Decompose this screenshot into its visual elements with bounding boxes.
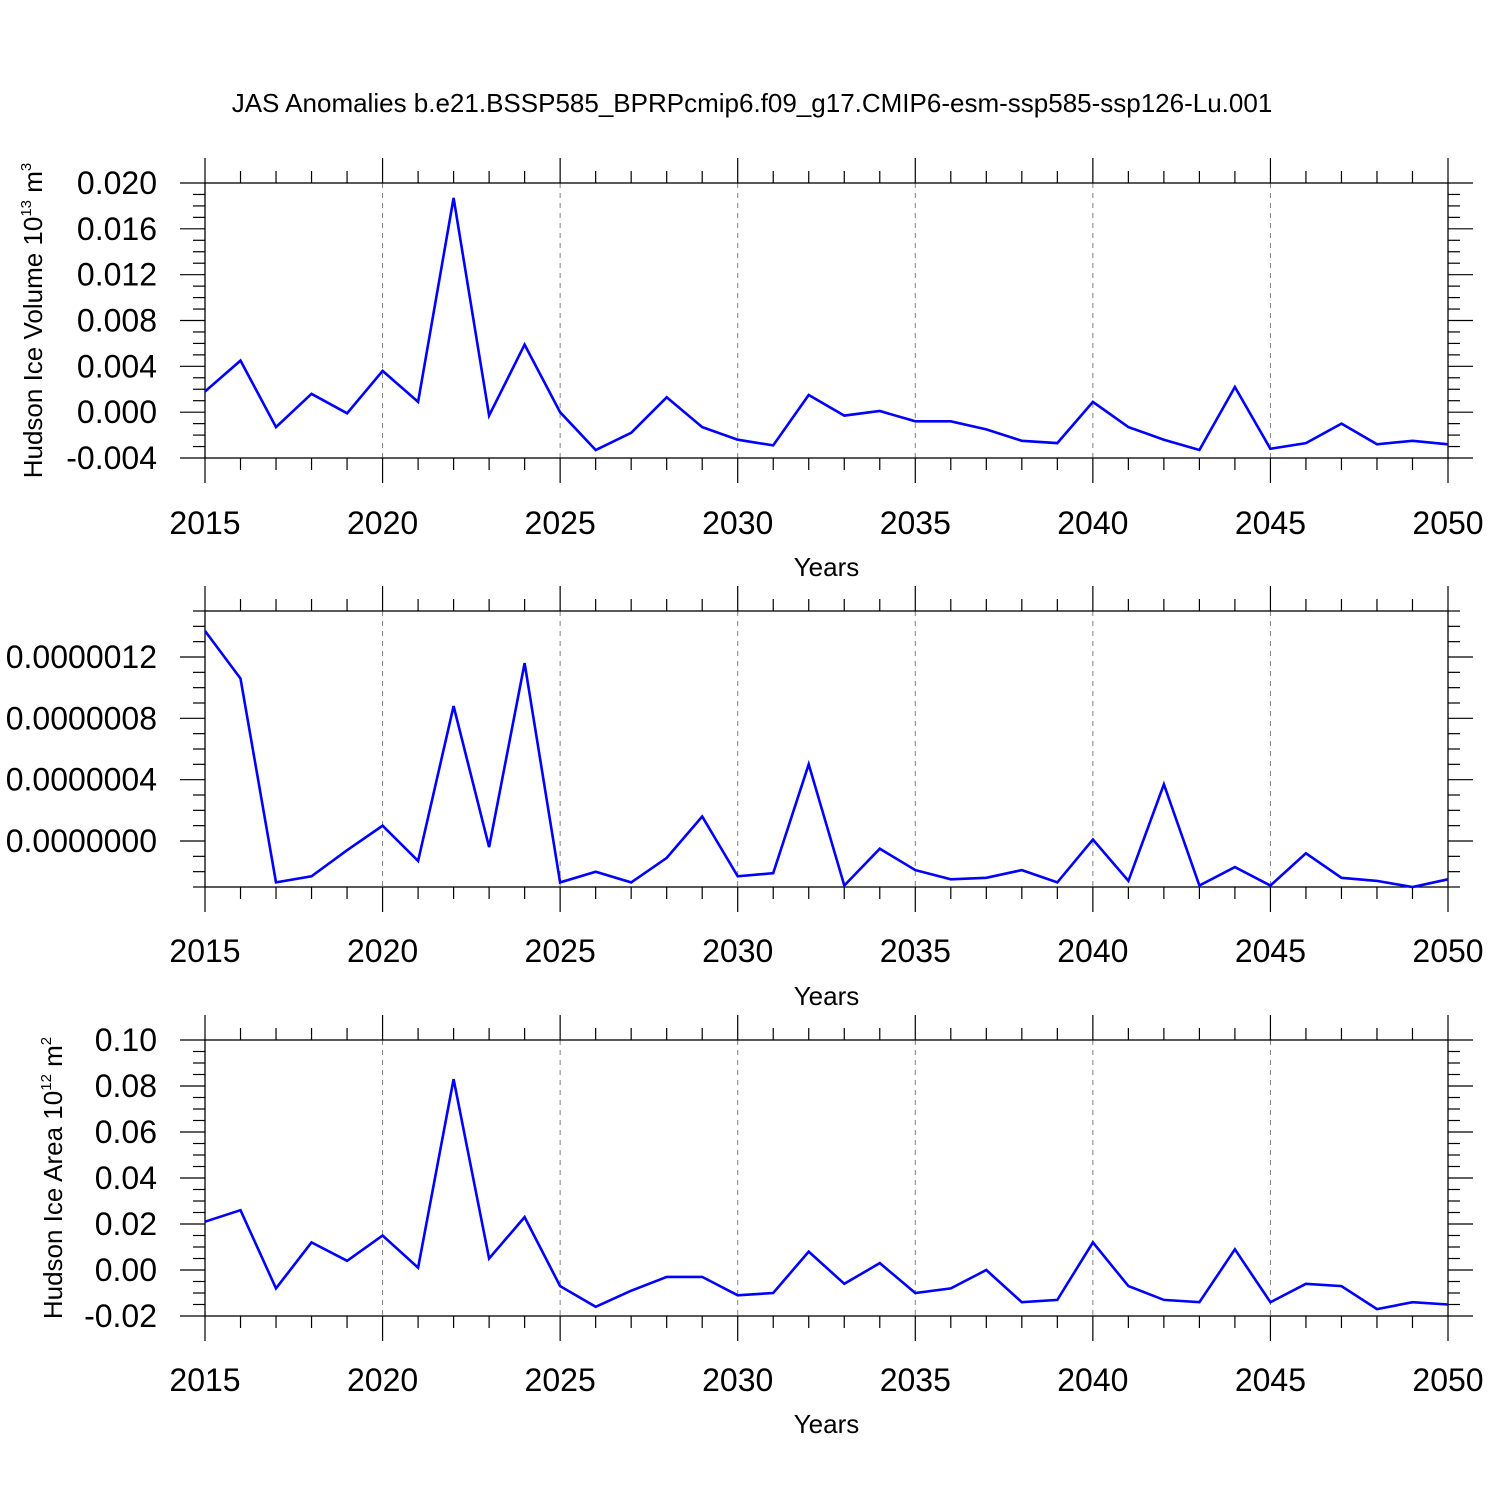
y-tick-label: 0.0000004 (6, 762, 157, 798)
y-tick-label: 0.0000012 (6, 639, 157, 675)
y-tick-label: 0.012 (77, 257, 157, 293)
y-axis-label: Hudson Ice Area 1012 m2 (38, 1037, 68, 1319)
y-tick-label: -0.004 (66, 440, 157, 476)
chart-title: JAS Anomalies b.e21.BSSP585_BPRPcmip6.f0… (232, 88, 1273, 118)
x-tick-label: 2030 (702, 933, 773, 969)
x-tick-label: 2025 (525, 505, 596, 541)
x-tick-label: 2030 (702, 1362, 773, 1398)
y-tick-label: 0.02 (95, 1206, 157, 1242)
x-tick-label: 2040 (1057, 505, 1128, 541)
x-tick-label: 2040 (1057, 933, 1128, 969)
y-tick-label: 0.06 (95, 1114, 157, 1150)
x-tick-label: 2035 (880, 933, 951, 969)
area-panel: 2015 2020 2025 2030 2035 2040 2045 2050 -0.02 0.0… (38, 1015, 1484, 1439)
y-axis-label: Hudson Ice Volume 1013 m3 (18, 163, 48, 479)
x-tick-label: 2050 (1412, 1362, 1483, 1398)
y-tick-label: 0.016 (77, 211, 157, 247)
y-tick-label: 0.04 (95, 1160, 157, 1196)
plot-frame (204, 182, 1449, 459)
y-tick-label: 0.0000008 (6, 700, 157, 736)
plot-frame (204, 1039, 1449, 1317)
x-tick-label: 2050 (1412, 505, 1483, 541)
x-axis-label: Years (794, 1409, 860, 1439)
x-tick-label: 2030 (702, 505, 773, 541)
volume-panel: 2015 2020 2025 2030 2035 2040 2045 2050 -0.004 0.… (18, 158, 1484, 582)
plot-frame (204, 610, 1449, 888)
x-tick-label: 2050 (1412, 933, 1483, 969)
data-series-line (204, 1078, 1449, 1311)
y-tick-label: 0.08 (95, 1068, 157, 1104)
x-tick-label: 2020 (347, 505, 418, 541)
x-tick-label: 2025 (525, 933, 596, 969)
x-tick-label: 2015 (169, 1362, 240, 1398)
middle-panel: 2015 2020 2025 2030 2035 2040 2045 2050 0.000000… (6, 586, 1484, 1011)
data-series-line (204, 197, 1449, 452)
y-tick-label: 0.020 (77, 165, 157, 201)
x-tick-label: 2020 (347, 1362, 418, 1398)
y-tick-label: 0.000 (77, 394, 157, 430)
y-tick-label: 0.0000000 (6, 823, 157, 859)
x-tick-label: 2020 (347, 933, 418, 969)
y-tick-label: -0.02 (84, 1298, 157, 1334)
x-axis-label: Years (794, 552, 860, 582)
x-tick-label: 2045 (1235, 1362, 1306, 1398)
y-tick-label: 0.00 (95, 1252, 157, 1288)
y-tick-label: 0.004 (77, 348, 157, 384)
x-tick-label: 2025 (525, 1362, 596, 1398)
data-series-line (203, 630, 1449, 889)
x-axis-label: Years (794, 981, 860, 1011)
x-tick-label: 2015 (169, 505, 240, 541)
x-tick-label: 2045 (1235, 505, 1306, 541)
x-tick-label: 2045 (1235, 933, 1306, 969)
x-tick-label: 2035 (880, 1362, 951, 1398)
x-tick-label: 2035 (880, 505, 951, 541)
x-tick-label: 2015 (169, 933, 240, 969)
y-tick-label: 0.008 (77, 303, 157, 339)
y-tick-label: 0.10 (95, 1022, 157, 1058)
x-tick-label: 2040 (1057, 1362, 1128, 1398)
